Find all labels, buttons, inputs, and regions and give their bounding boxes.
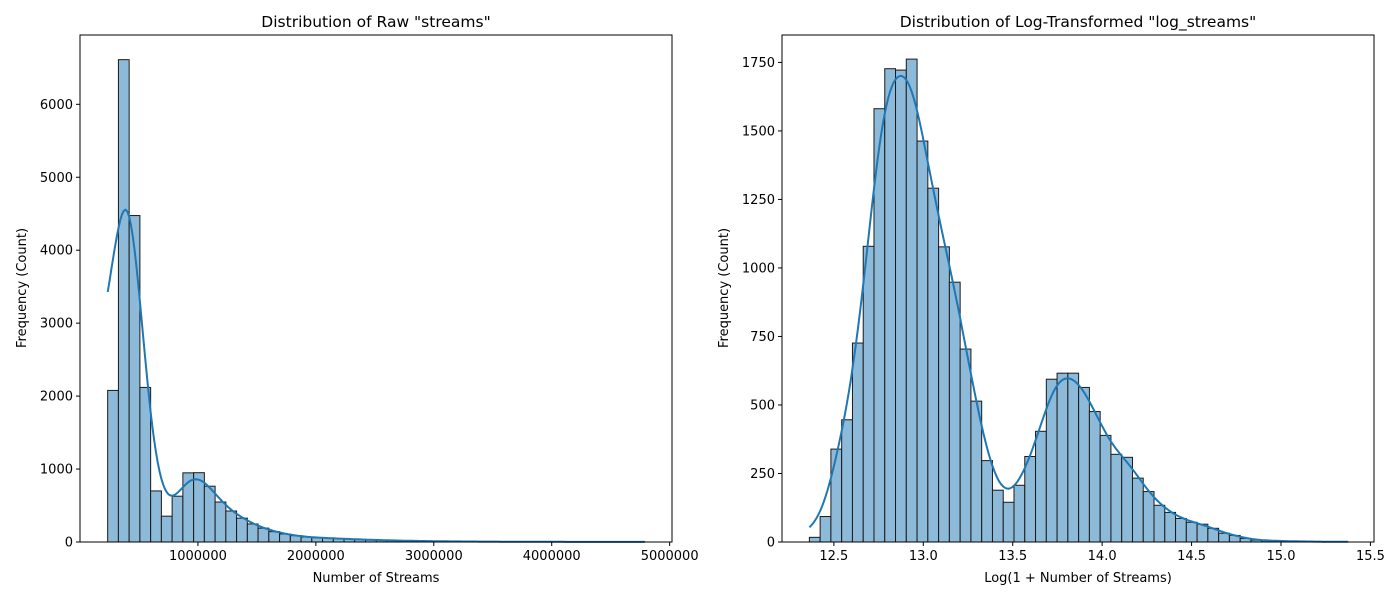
histogram-bar: [247, 524, 258, 542]
x-axis-label: Number of Streams: [313, 571, 440, 586]
x-tick-label: 15.0: [1267, 549, 1296, 564]
histogram-bar: [939, 247, 950, 542]
histogram-bar: [161, 516, 172, 542]
x-tick-label: 15.5: [1356, 549, 1385, 564]
x-tick-label: 5000000: [641, 549, 699, 564]
x-tick-label: 3000000: [405, 549, 463, 564]
histogram-bar: [917, 141, 928, 542]
histogram-bar: [949, 282, 960, 542]
y-tick-label: 6000: [40, 98, 73, 113]
y-tick-label: 1000: [40, 463, 73, 478]
histogram-bar: [140, 387, 151, 542]
histogram-bar: [896, 70, 907, 542]
histogram-bar: [992, 490, 1003, 542]
histogram-bar: [928, 188, 939, 542]
x-tick-label: 14.0: [1088, 549, 1117, 564]
histogram-bar: [194, 473, 205, 542]
histogram-bar: [258, 528, 269, 542]
histogram-bar: [1154, 505, 1165, 542]
x-tick-label: 1000000: [169, 549, 227, 564]
histogram-bar: [1089, 412, 1100, 542]
histogram-bar: [960, 349, 971, 542]
y-tick-label: 0: [65, 536, 73, 551]
histogram-bar: [151, 491, 162, 542]
histogram-bar: [1122, 457, 1133, 542]
histogram-bar: [1003, 502, 1014, 542]
histogram-bar: [863, 246, 874, 542]
histogram-bar: [1176, 518, 1187, 542]
histogram-bar: [1036, 431, 1047, 542]
y-tick-label: 1250: [742, 193, 775, 208]
x-tick-label: 14.5: [1177, 549, 1206, 564]
histogram-bar: [1132, 478, 1143, 542]
histogram-bar: [906, 59, 917, 542]
histogram-bar: [118, 60, 129, 542]
histogram-bar: [1079, 387, 1090, 542]
x-tick-label: 13.0: [909, 549, 938, 564]
raw-streams-histogram: Distribution of Raw "streams" Number of …: [15, 13, 699, 586]
y-tick-label: 750: [750, 330, 775, 345]
histogram-bar: [204, 486, 215, 542]
y-tick-label: 1750: [742, 56, 775, 71]
histogram-bar: [982, 461, 993, 542]
chart-title: Distribution of Log-Transformed "log_str…: [900, 13, 1257, 32]
y-tick-label: 250: [750, 467, 775, 482]
x-tick-label: 12.5: [819, 549, 848, 564]
y-tick-label: 4000: [40, 244, 73, 259]
histogram-bar: [1186, 522, 1197, 542]
histogram-bar: [1219, 533, 1230, 542]
histogram-bar: [226, 511, 237, 542]
x-tick-label: 2000000: [287, 549, 345, 564]
x-tick-label: 4000000: [523, 549, 581, 564]
log-streams-histogram: Distribution of Log-Transformed "log_str…: [717, 13, 1385, 586]
y-axis-label: Frequency (Count): [15, 228, 30, 348]
y-tick-label: 1000: [742, 261, 775, 276]
x-axis-label: Log(1 + Number of Streams): [984, 571, 1172, 586]
y-tick-label: 3000: [40, 317, 73, 332]
histogram-bar: [1014, 485, 1025, 542]
histogram-bar: [269, 532, 280, 542]
y-tick-label: 0: [767, 536, 775, 551]
y-tick-label: 500: [750, 398, 775, 413]
y-axis-label: Frequency (Count): [717, 228, 732, 348]
histogram-bar: [1143, 492, 1154, 542]
axes-frame: [80, 35, 672, 542]
histogram-bar: [1057, 373, 1068, 542]
histogram-bar: [820, 517, 831, 542]
histogram-bar: [172, 496, 183, 542]
y-tick-label: 5000: [40, 171, 73, 186]
histogram-bar: [885, 69, 896, 542]
y-tick-label: 2000: [40, 390, 73, 405]
histogram-bar: [809, 537, 820, 542]
chart-title: Distribution of Raw "streams": [261, 13, 490, 31]
histogram-bar: [1025, 456, 1036, 542]
histogram-bar: [1165, 512, 1176, 542]
histogram-bar: [108, 390, 119, 542]
histogram-bar: [831, 449, 842, 542]
y-tick-label: 1500: [742, 124, 775, 139]
histogram-bar: [237, 518, 248, 542]
histogram-bar: [129, 216, 140, 542]
histogram-bar: [842, 420, 853, 542]
x-tick-label: 13.5: [998, 549, 1027, 564]
histogram-bar: [852, 343, 863, 542]
histogram-bar: [1068, 373, 1079, 542]
histogram-bar: [215, 502, 226, 542]
histogram-bar: [1100, 435, 1111, 542]
histogram-bar: [1111, 454, 1122, 542]
